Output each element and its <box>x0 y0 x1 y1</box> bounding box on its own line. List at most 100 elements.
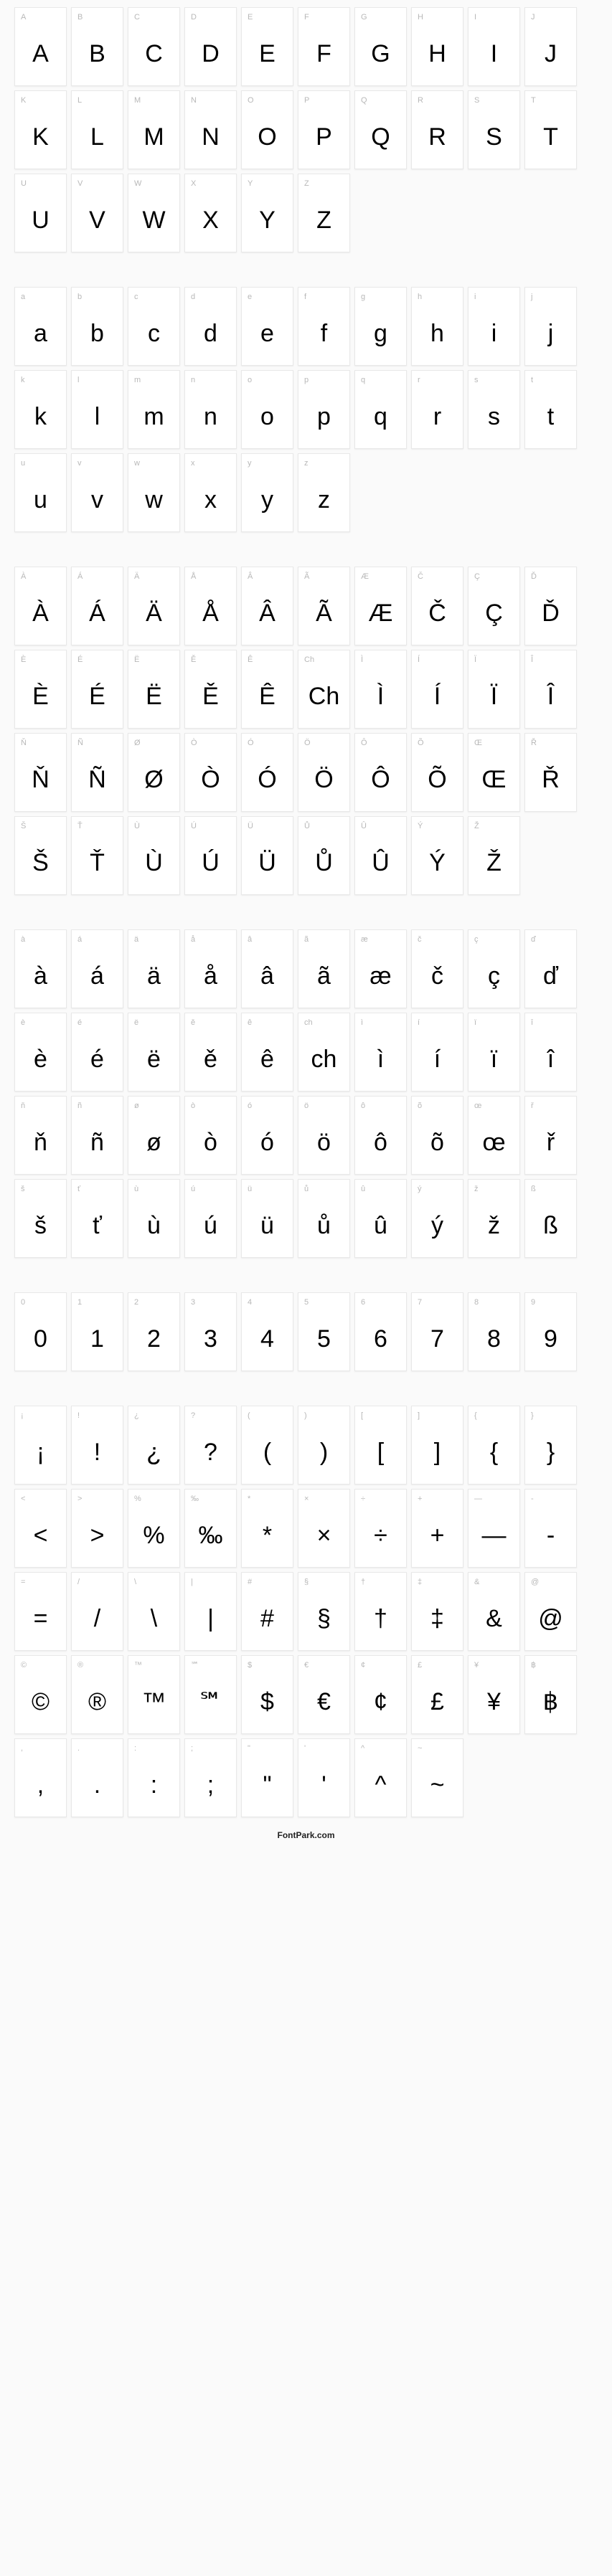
glyph-tag: Š <box>15 821 66 831</box>
glyph-tile: îî <box>524 1013 577 1092</box>
glyph-tile: ÛÛ <box>354 816 407 895</box>
glyph-character: u <box>15 468 66 531</box>
glyph-character: j <box>525 302 576 365</box>
glyph-tag: Ch <box>298 655 349 665</box>
glyph-tile: õõ <box>411 1096 463 1175</box>
glyph-tile: gg <box>354 287 407 366</box>
glyph-character: ¢ <box>355 1670 406 1733</box>
glyph-tile: cc <box>128 287 180 366</box>
section-spacer <box>0 261 612 278</box>
glyph-tile: bb <box>71 287 123 366</box>
glyph-tag: G <box>355 12 406 22</box>
glyph-tile: ťť <box>71 1179 123 1258</box>
glyph-tile: ÎÎ <box>524 650 577 729</box>
glyph-tag: Ó <box>242 738 293 748</box>
glyph-tag: û <box>355 1184 406 1194</box>
glyph-character: © <box>15 1670 66 1733</box>
glyph-character: < <box>15 1504 66 1567</box>
glyph-character: d <box>185 302 236 365</box>
glyph-tag: b <box>72 292 123 302</box>
glyph-character: Ï <box>469 665 519 728</box>
glyph-tile: @@ <box>524 1572 577 1651</box>
glyph-tag: v <box>72 458 123 468</box>
glyph-character: H <box>412 22 463 85</box>
glyph-character: 3 <box>185 1307 236 1370</box>
glyph-tag: ® <box>72 1660 123 1670</box>
glyph-tile: —— <box>468 1489 520 1568</box>
glyph-tile: ôô <box>354 1096 407 1175</box>
glyph-tile: ďď <box>524 929 577 1008</box>
glyph-tile: aa <box>14 287 67 366</box>
glyph-tile: ÀÀ <box>14 567 67 645</box>
glyph-character: Õ <box>412 748 463 811</box>
glyph-tag: â <box>242 934 293 944</box>
glyph-tag: } <box>525 1411 576 1421</box>
glyph-tag: Î <box>525 655 576 665</box>
glyph-tag: Ť <box>72 821 123 831</box>
glyph-character: ü <box>242 1194 293 1257</box>
glyph-tag: Ď <box>525 572 576 582</box>
glyph-character: ô <box>355 1111 406 1174</box>
glyph-tile: && <box>468 1572 520 1651</box>
glyph-tag: O <box>242 95 293 105</box>
glyph-character: S <box>469 105 519 169</box>
glyph-tag: À <box>15 572 66 582</box>
glyph-character: x <box>185 468 236 531</box>
glyph-tag: ř <box>525 1101 576 1111</box>
glyph-tile: ‰‰ <box>184 1489 237 1568</box>
glyph-tag: y <box>242 458 293 468</box>
glyph-character: c <box>128 302 179 365</box>
glyph-tag: H <box>412 12 463 22</box>
glyph-character: & <box>469 1587 519 1650</box>
glyph-character: Ì <box>355 665 406 728</box>
glyph-character: O <box>242 105 293 169</box>
glyph-character: N <box>185 105 236 169</box>
glyph-tile: ÓÓ <box>241 733 293 812</box>
glyph-tag: ó <box>242 1101 293 1111</box>
section-accented-lower: ààááääååââããææččççďďèèééëëěěêêchchììííïï… <box>0 929 612 1258</box>
glyph-tile: àà <box>14 929 67 1008</box>
glyph-tag: N <box>185 95 236 105</box>
glyph-tag: Å <box>185 572 236 582</box>
glyph-tile: rr <box>411 370 463 449</box>
glyph-tile: çç <box>468 929 520 1008</box>
glyph-tag: ß <box>525 1184 576 1194</box>
glyph-tile: 88 <box>468 1292 520 1371</box>
glyph-tile: ss <box>468 370 520 449</box>
glyph-character: k <box>15 385 66 448</box>
glyph-tag: á <box>72 934 123 944</box>
glyph-tile: EE <box>241 7 293 86</box>
glyph-tag: d <box>185 292 236 302</box>
glyph-character: Ñ <box>72 748 123 811</box>
glyph-tile: ÔÔ <box>354 733 407 812</box>
glyph-tag: h <box>412 292 463 302</box>
glyph-character: Ê <box>242 665 293 728</box>
glyph-tile: íí <box>411 1013 463 1092</box>
glyph-tag: W <box>128 179 179 189</box>
glyph-tag: 6 <box>355 1297 406 1307</box>
glyph-character: ö <box>298 1111 349 1174</box>
glyph-character: - <box>525 1504 576 1567</box>
glyph-character: r <box>412 385 463 448</box>
glyph-character: ¡ <box>15 1421 66 1484</box>
glyph-character: U <box>15 189 66 252</box>
glyph-character: Œ <box>469 748 519 811</box>
glyph-tile: ¡¡ <box>14 1406 67 1484</box>
glyph-tile: èè <box>14 1013 67 1092</box>
glyph-tile: yy <box>241 453 293 532</box>
glyph-tile: ‡‡ <box>411 1572 463 1651</box>
glyph-tile: VV <box>71 174 123 252</box>
glyph-tag: ů <box>298 1184 349 1194</box>
glyph-tag: B <box>72 12 123 22</box>
glyph-character: n <box>185 385 236 448</box>
glyph-character: Û <box>355 831 406 894</box>
glyph-tag: Y <box>242 179 293 189</box>
glyph-character: ? <box>185 1421 236 1484</box>
glyph-character: t <box>525 385 576 448</box>
glyph-tile: jj <box>524 287 577 366</box>
glyph-tag: © <box>15 1660 66 1670</box>
glyph-tile: ÄÄ <box>128 567 180 645</box>
glyph-character: E <box>242 22 293 85</box>
glyph-tag: 1 <box>72 1297 123 1307</box>
glyph-character: 5 <box>298 1307 349 1370</box>
